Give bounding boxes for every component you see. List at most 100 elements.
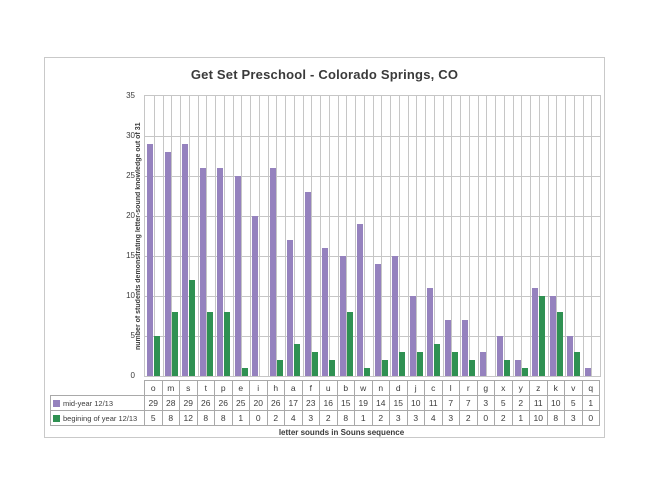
bar-mid-year — [322, 248, 328, 376]
category-label: u — [319, 380, 338, 396]
value-cell: 3 — [476, 395, 495, 411]
vertical-gridline — [346, 96, 347, 376]
bar-beginning — [277, 360, 283, 376]
legend-item: mid-year 12/13 — [50, 395, 145, 411]
bar-beginning — [504, 360, 510, 376]
vertical-gridline — [224, 96, 225, 376]
legend-key-icon — [53, 399, 60, 407]
value-cell: 3 — [564, 410, 583, 426]
value-cell: 8 — [336, 410, 355, 426]
table-corner-blank — [51, 381, 145, 396]
chart[interactable]: Get Set Preschool - Colorado Springs, CO… — [44, 57, 605, 438]
category-label: c — [424, 380, 443, 396]
data-table: o m s t p e i h a f u b w n d j c l r g x y z k v q mid-year 12/13… — [50, 380, 600, 426]
bar-beginning — [364, 368, 370, 376]
value-cell: 3 — [406, 410, 425, 426]
value-cell: 26 — [196, 395, 215, 411]
vertical-gridline — [565, 96, 566, 376]
category-label: f — [301, 380, 320, 396]
vertical-gridline — [451, 96, 452, 376]
category-label: p — [214, 380, 233, 396]
bar-beginning — [469, 360, 475, 376]
vertical-gridline — [294, 96, 295, 376]
vertical-gridline — [303, 96, 304, 376]
value-cell: 10 — [406, 395, 425, 411]
category-label: y — [511, 380, 530, 396]
bar-mid-year — [550, 296, 556, 376]
horizontal-gridline — [145, 336, 600, 337]
y-tick-label: 0 — [130, 371, 135, 380]
vertical-gridline — [373, 96, 374, 376]
vertical-gridline — [241, 96, 242, 376]
value-cell: 7 — [459, 395, 478, 411]
value-cell: 10 — [546, 395, 565, 411]
plot-area — [144, 95, 601, 377]
vertical-gridline — [206, 96, 207, 376]
category-label: s — [179, 380, 198, 396]
y-tick-label: 25 — [126, 171, 135, 180]
category-label: m — [161, 380, 180, 396]
bar-mid-year — [217, 168, 223, 376]
vertical-gridline — [574, 96, 575, 376]
category-label: a — [284, 380, 303, 396]
vertical-gridline — [180, 96, 181, 376]
value-cell: 5 — [494, 395, 513, 411]
bar-beginning — [539, 296, 545, 376]
value-cell: 26 — [266, 395, 285, 411]
bar-beginning — [382, 360, 388, 376]
vertical-gridline — [408, 96, 409, 376]
category-label: d — [389, 380, 408, 396]
value-cell: 15 — [336, 395, 355, 411]
vertical-gridline — [591, 96, 592, 376]
vertical-gridline — [478, 96, 479, 376]
value-cell: 3 — [301, 410, 320, 426]
bar-mid-year — [287, 240, 293, 376]
vertical-gridline — [268, 96, 269, 376]
category-label: k — [546, 380, 565, 396]
vertical-gridline — [443, 96, 444, 376]
vertical-gridline — [198, 96, 199, 376]
value-cell: 4 — [284, 410, 303, 426]
category-label: h — [266, 380, 285, 396]
bar-mid-year — [462, 320, 468, 376]
horizontal-gridline — [145, 176, 600, 177]
legend-key-icon — [53, 414, 60, 422]
bar-beginning — [172, 312, 178, 376]
value-cell: 2 — [459, 410, 478, 426]
y-tick-label: 15 — [126, 251, 135, 260]
category-label: x — [494, 380, 513, 396]
category-label: b — [336, 380, 355, 396]
value-cell: 14 — [371, 395, 390, 411]
bar-mid-year — [375, 264, 381, 376]
vertical-gridline — [355, 96, 356, 376]
bar-beginning — [242, 368, 248, 376]
value-cell: 29 — [179, 395, 198, 411]
value-cell: 26 — [214, 395, 233, 411]
value-cell: 11 — [529, 395, 548, 411]
bar-beginning — [522, 368, 528, 376]
bar-mid-year — [427, 288, 433, 376]
vertical-gridline — [276, 96, 277, 376]
bar-mid-year — [200, 168, 206, 376]
y-tick-label: 35 — [126, 91, 135, 100]
bar-mid-year — [445, 320, 451, 376]
vertical-gridline — [486, 96, 487, 376]
value-cell: 3 — [389, 410, 408, 426]
horizontal-gridline — [145, 296, 600, 297]
vertical-gridline — [233, 96, 234, 376]
bar-mid-year — [567, 336, 573, 376]
bar-mid-year — [585, 368, 591, 376]
vertical-gridline — [311, 96, 312, 376]
bar-beginning — [452, 352, 458, 376]
value-cell: 29 — [144, 395, 163, 411]
bar-beginning — [207, 312, 213, 376]
value-cell: 7 — [441, 395, 460, 411]
value-cell: 12 — [179, 410, 198, 426]
bar-beginning — [347, 312, 353, 376]
category-label: z — [529, 380, 548, 396]
value-cell: 23 — [301, 395, 320, 411]
value-cell: 5 — [564, 395, 583, 411]
value-cell: 11 — [424, 395, 443, 411]
value-cell: 1 — [231, 410, 250, 426]
